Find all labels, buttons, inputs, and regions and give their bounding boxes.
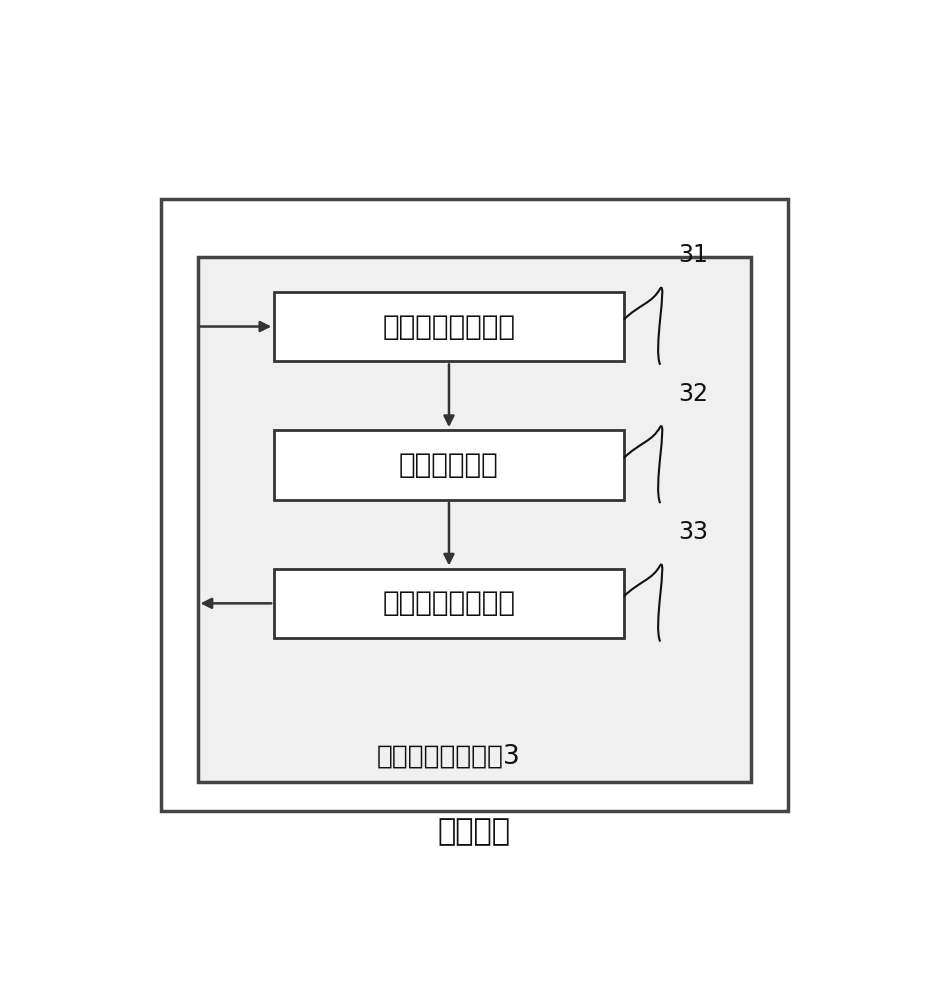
Text: 32: 32 — [678, 382, 708, 406]
Text: 第三信息获取装置: 第三信息获取装置 — [383, 589, 515, 617]
Text: 33: 33 — [678, 520, 708, 544]
Text: 第二信息确定装置: 第二信息确定装置 — [383, 313, 515, 341]
Bar — [274, 569, 624, 638]
Text: 第一信息获取装畱3: 第一信息获取装畱3 — [377, 743, 521, 769]
Bar — [162, 199, 788, 811]
Bar — [197, 257, 751, 782]
Text: 31: 31 — [678, 243, 708, 267]
Text: 窗口提供装置: 窗口提供装置 — [400, 451, 499, 479]
Text: 确定装置: 确定装置 — [438, 817, 511, 846]
Bar — [274, 292, 624, 361]
Bar — [274, 430, 624, 500]
